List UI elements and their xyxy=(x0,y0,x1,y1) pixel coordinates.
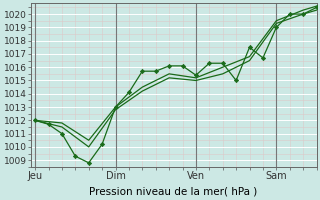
X-axis label: Pression niveau de la mer( hPa ): Pression niveau de la mer( hPa ) xyxy=(90,187,258,197)
